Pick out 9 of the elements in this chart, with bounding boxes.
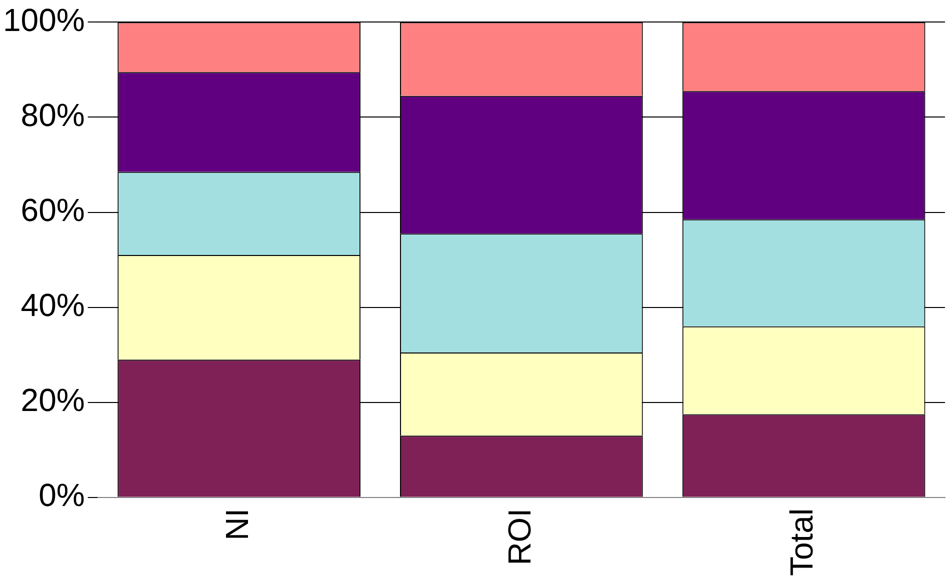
y-tick-label: 80%	[20, 97, 85, 134]
y-tick-label: 20%	[20, 382, 85, 418]
x-tick-label: ROI	[501, 508, 538, 566]
x-tick-label: NI	[218, 508, 255, 540]
x-tick-label: Total	[784, 508, 820, 576]
y-tick-label: 0%	[38, 477, 85, 514]
y-tick-label: 60%	[20, 192, 85, 228]
y-tick-label: 40%	[20, 287, 85, 324]
y-tick-label: 100%	[3, 2, 85, 38]
